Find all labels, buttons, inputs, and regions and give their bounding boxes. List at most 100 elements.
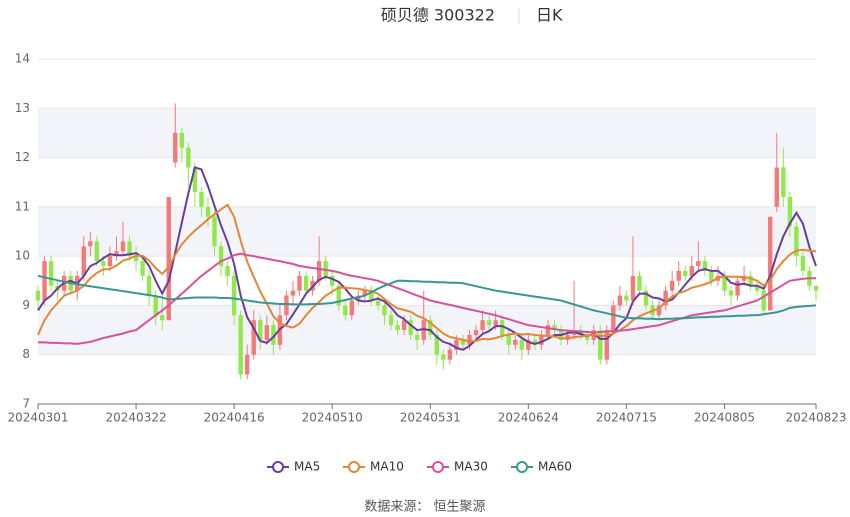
y-tick-label: 13 bbox=[15, 101, 30, 115]
legend-item: MA5 bbox=[267, 460, 320, 474]
candle-body bbox=[179, 132, 185, 148]
candle-body bbox=[414, 335, 420, 340]
candle-body bbox=[343, 305, 348, 316]
legend-label: MA10 bbox=[370, 460, 404, 474]
candle-body bbox=[526, 339, 531, 350]
legend-label: MA5 bbox=[294, 460, 320, 474]
candle-body bbox=[794, 226, 799, 257]
candle-body bbox=[441, 354, 446, 360]
candle-body bbox=[539, 335, 544, 345]
legend-symbol bbox=[516, 461, 528, 473]
candle-body bbox=[473, 330, 479, 335]
candle-body bbox=[499, 320, 505, 335]
candle-body bbox=[316, 261, 322, 281]
plot-band bbox=[38, 108, 816, 158]
y-tick-label: 9 bbox=[22, 298, 30, 312]
candle-body bbox=[696, 261, 701, 266]
candle-body bbox=[245, 354, 250, 375]
candle-body bbox=[781, 167, 786, 197]
legend-symbol bbox=[272, 461, 284, 473]
candle-body bbox=[35, 290, 41, 301]
candle-body bbox=[768, 216, 773, 311]
candle-body bbox=[493, 320, 498, 326]
x-tick-label: 20240510 bbox=[302, 411, 363, 425]
candle-body bbox=[754, 285, 760, 291]
candle-body bbox=[238, 315, 243, 375]
candle-body bbox=[297, 275, 302, 291]
candle-body bbox=[264, 325, 270, 340]
candle-body bbox=[330, 275, 335, 286]
candle-body bbox=[303, 275, 309, 291]
candle-body bbox=[800, 256, 806, 271]
candle-body bbox=[722, 275, 727, 291]
candle-body bbox=[336, 285, 341, 306]
candle-body bbox=[578, 330, 583, 335]
candle-body bbox=[160, 315, 165, 321]
candle-body bbox=[434, 335, 440, 355]
candle-body bbox=[611, 305, 616, 331]
candle-body bbox=[598, 330, 603, 360]
candle-body bbox=[218, 246, 224, 266]
candle-body bbox=[146, 275, 152, 296]
candle-body bbox=[271, 325, 276, 345]
candle-body bbox=[689, 266, 694, 276]
y-tick-label: 7 bbox=[22, 397, 30, 411]
candle-body bbox=[486, 320, 492, 326]
candle-body bbox=[467, 335, 472, 345]
candle-body bbox=[709, 270, 714, 281]
source-note: 数据来源： 恒生聚源 bbox=[364, 500, 485, 515]
candle-body bbox=[94, 241, 100, 262]
candle-body bbox=[683, 270, 688, 276]
y-tick-label: 8 bbox=[22, 347, 30, 361]
candle-body bbox=[454, 339, 459, 350]
candle-body bbox=[349, 300, 355, 316]
candle-body bbox=[532, 339, 538, 345]
candle-body bbox=[395, 325, 400, 331]
candle-body bbox=[513, 339, 518, 345]
candle-body bbox=[519, 339, 524, 350]
candle-body bbox=[212, 216, 217, 247]
chart-title: 硕贝德 300322 bbox=[381, 6, 495, 25]
candle-body bbox=[741, 275, 747, 281]
candle-body bbox=[545, 325, 551, 335]
candle-body bbox=[617, 295, 623, 306]
x-tick-label: 20240531 bbox=[400, 411, 461, 425]
x-tick-label: 20240624 bbox=[498, 411, 559, 425]
candle-body bbox=[774, 167, 779, 207]
candle-body bbox=[284, 295, 289, 316]
candle-body bbox=[42, 261, 47, 301]
candle-body bbox=[127, 241, 132, 257]
legend-symbol bbox=[432, 461, 444, 473]
candle-body bbox=[728, 290, 734, 296]
candle-body bbox=[114, 251, 119, 257]
candle-body bbox=[787, 197, 793, 227]
candle-body bbox=[323, 261, 328, 276]
candle-body bbox=[669, 280, 675, 291]
plot-band bbox=[38, 206, 816, 257]
x-tick-label: 20240823 bbox=[785, 411, 846, 425]
candle-body bbox=[258, 320, 263, 340]
candle-body bbox=[205, 206, 211, 217]
y-tick-label: 11 bbox=[15, 199, 30, 213]
candle-body bbox=[506, 335, 511, 345]
candle-body bbox=[735, 280, 740, 296]
candle-body bbox=[624, 295, 629, 301]
candle-body bbox=[637, 275, 642, 291]
candle-body bbox=[88, 241, 93, 247]
candle-body bbox=[584, 335, 590, 340]
ma-line bbox=[37, 166, 817, 351]
candle-body bbox=[369, 290, 374, 301]
candle-body bbox=[48, 261, 54, 286]
candle-body bbox=[663, 290, 668, 306]
candle-body bbox=[101, 261, 106, 266]
candle-body bbox=[702, 261, 708, 271]
candle-body bbox=[388, 315, 394, 326]
legend-symbol bbox=[348, 461, 360, 473]
candle-body bbox=[656, 305, 662, 316]
candle-body bbox=[428, 320, 433, 335]
y-tick-label: 14 bbox=[15, 52, 30, 66]
y-tick-label: 10 bbox=[15, 249, 30, 263]
candle-body bbox=[186, 147, 191, 168]
candle-body bbox=[153, 295, 158, 316]
x-tick-label: 20240301 bbox=[7, 411, 68, 425]
